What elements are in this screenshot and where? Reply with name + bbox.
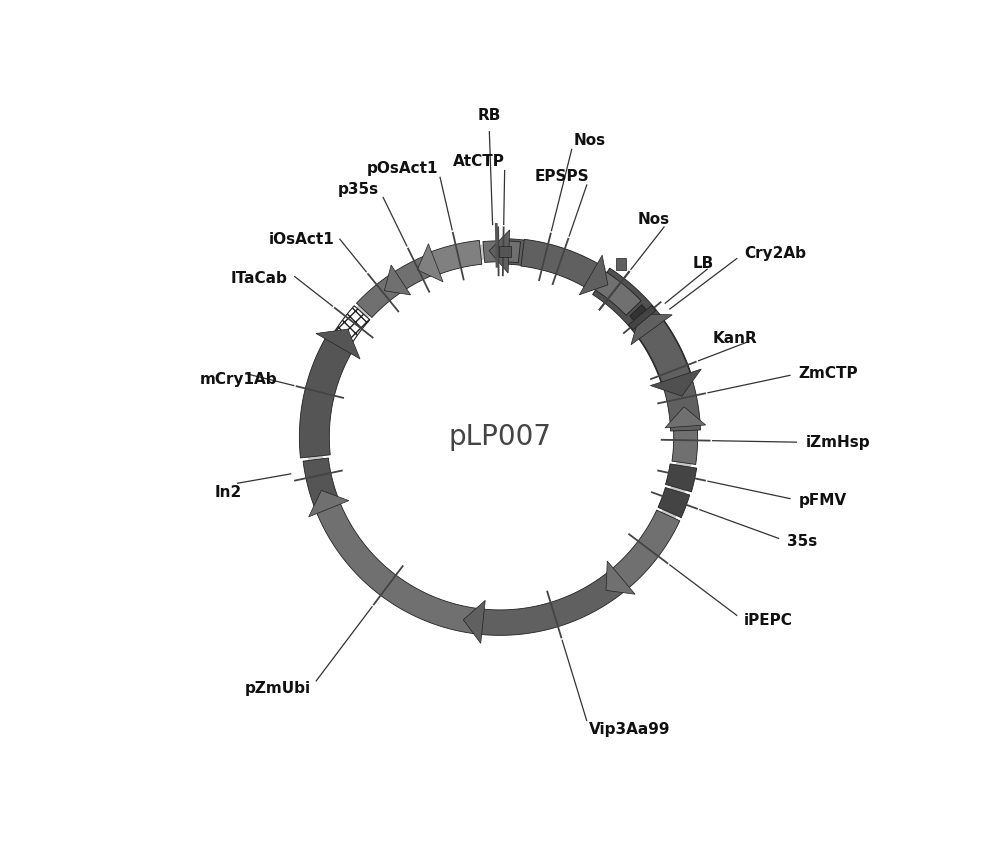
- Text: Nos: Nos: [637, 213, 670, 227]
- Polygon shape: [666, 464, 697, 492]
- Text: iPEPC: iPEPC: [744, 614, 793, 628]
- Polygon shape: [638, 319, 701, 431]
- Bar: [629, 306, 656, 330]
- Polygon shape: [650, 369, 701, 396]
- Polygon shape: [479, 571, 625, 636]
- Polygon shape: [590, 269, 641, 316]
- Polygon shape: [579, 255, 608, 295]
- Text: LB: LB: [693, 256, 714, 271]
- Polygon shape: [316, 329, 360, 359]
- Text: KanR: KanR: [712, 331, 757, 346]
- Polygon shape: [672, 423, 698, 464]
- Text: ITaCab: ITaCab: [231, 271, 288, 286]
- Polygon shape: [489, 230, 510, 273]
- Polygon shape: [463, 600, 485, 643]
- Polygon shape: [429, 241, 482, 275]
- Text: Vip3Aa99: Vip3Aa99: [589, 722, 671, 737]
- Polygon shape: [665, 407, 706, 428]
- Polygon shape: [303, 458, 339, 508]
- Polygon shape: [606, 561, 635, 594]
- Text: pLP007: pLP007: [448, 423, 552, 451]
- Polygon shape: [417, 244, 443, 282]
- Polygon shape: [506, 239, 605, 290]
- Polygon shape: [309, 490, 349, 517]
- Bar: [499, 246, 511, 257]
- Text: pZmUbi: pZmUbi: [245, 680, 311, 695]
- Polygon shape: [357, 274, 402, 317]
- Polygon shape: [630, 305, 655, 330]
- Polygon shape: [611, 510, 680, 589]
- Polygon shape: [332, 306, 370, 347]
- Text: AtCTP: AtCTP: [453, 154, 505, 169]
- Polygon shape: [658, 488, 690, 517]
- Text: pOsAct1: pOsAct1: [367, 161, 438, 176]
- Text: In2: In2: [215, 484, 242, 500]
- Polygon shape: [667, 380, 696, 422]
- Text: pFMV: pFMV: [799, 493, 847, 508]
- Polygon shape: [316, 501, 479, 634]
- Text: iOsAct1: iOsAct1: [268, 232, 334, 247]
- Text: Cry2Ab: Cry2Ab: [744, 246, 806, 261]
- Text: RB: RB: [477, 108, 501, 122]
- Polygon shape: [493, 243, 503, 260]
- Polygon shape: [299, 337, 352, 458]
- Polygon shape: [393, 255, 434, 290]
- Polygon shape: [521, 240, 600, 288]
- Bar: [616, 257, 626, 270]
- Text: EPSPS: EPSPS: [535, 169, 590, 184]
- Text: p35s: p35s: [338, 181, 379, 197]
- Polygon shape: [384, 265, 411, 295]
- Polygon shape: [483, 241, 521, 262]
- Text: Nos: Nos: [574, 133, 606, 148]
- Text: mCry1Ab: mCry1Ab: [200, 371, 277, 387]
- Text: iZmHsp: iZmHsp: [805, 435, 870, 450]
- Text: ZmCTP: ZmCTP: [799, 366, 858, 381]
- Polygon shape: [631, 314, 672, 344]
- Text: 35s: 35s: [787, 534, 817, 549]
- Polygon shape: [593, 268, 692, 385]
